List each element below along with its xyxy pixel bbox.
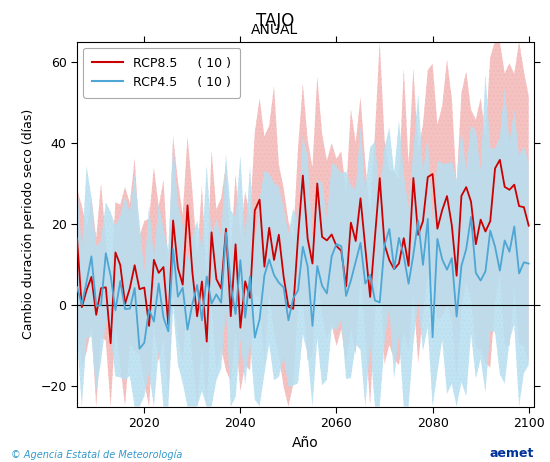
X-axis label: Año: Año — [292, 436, 318, 450]
Legend: RCP8.5     ( 10 ), RCP4.5     ( 10 ): RCP8.5 ( 10 ), RCP4.5 ( 10 ) — [83, 48, 240, 97]
Y-axis label: Cambio duración periodo seco (días): Cambio duración periodo seco (días) — [21, 109, 35, 339]
Text: aemet: aemet — [489, 447, 534, 460]
Text: © Agencia Estatal de Meteorología: © Agencia Estatal de Meteorología — [11, 449, 183, 460]
Text: TAJO: TAJO — [256, 12, 294, 30]
Text: ANUAL: ANUAL — [251, 23, 299, 37]
